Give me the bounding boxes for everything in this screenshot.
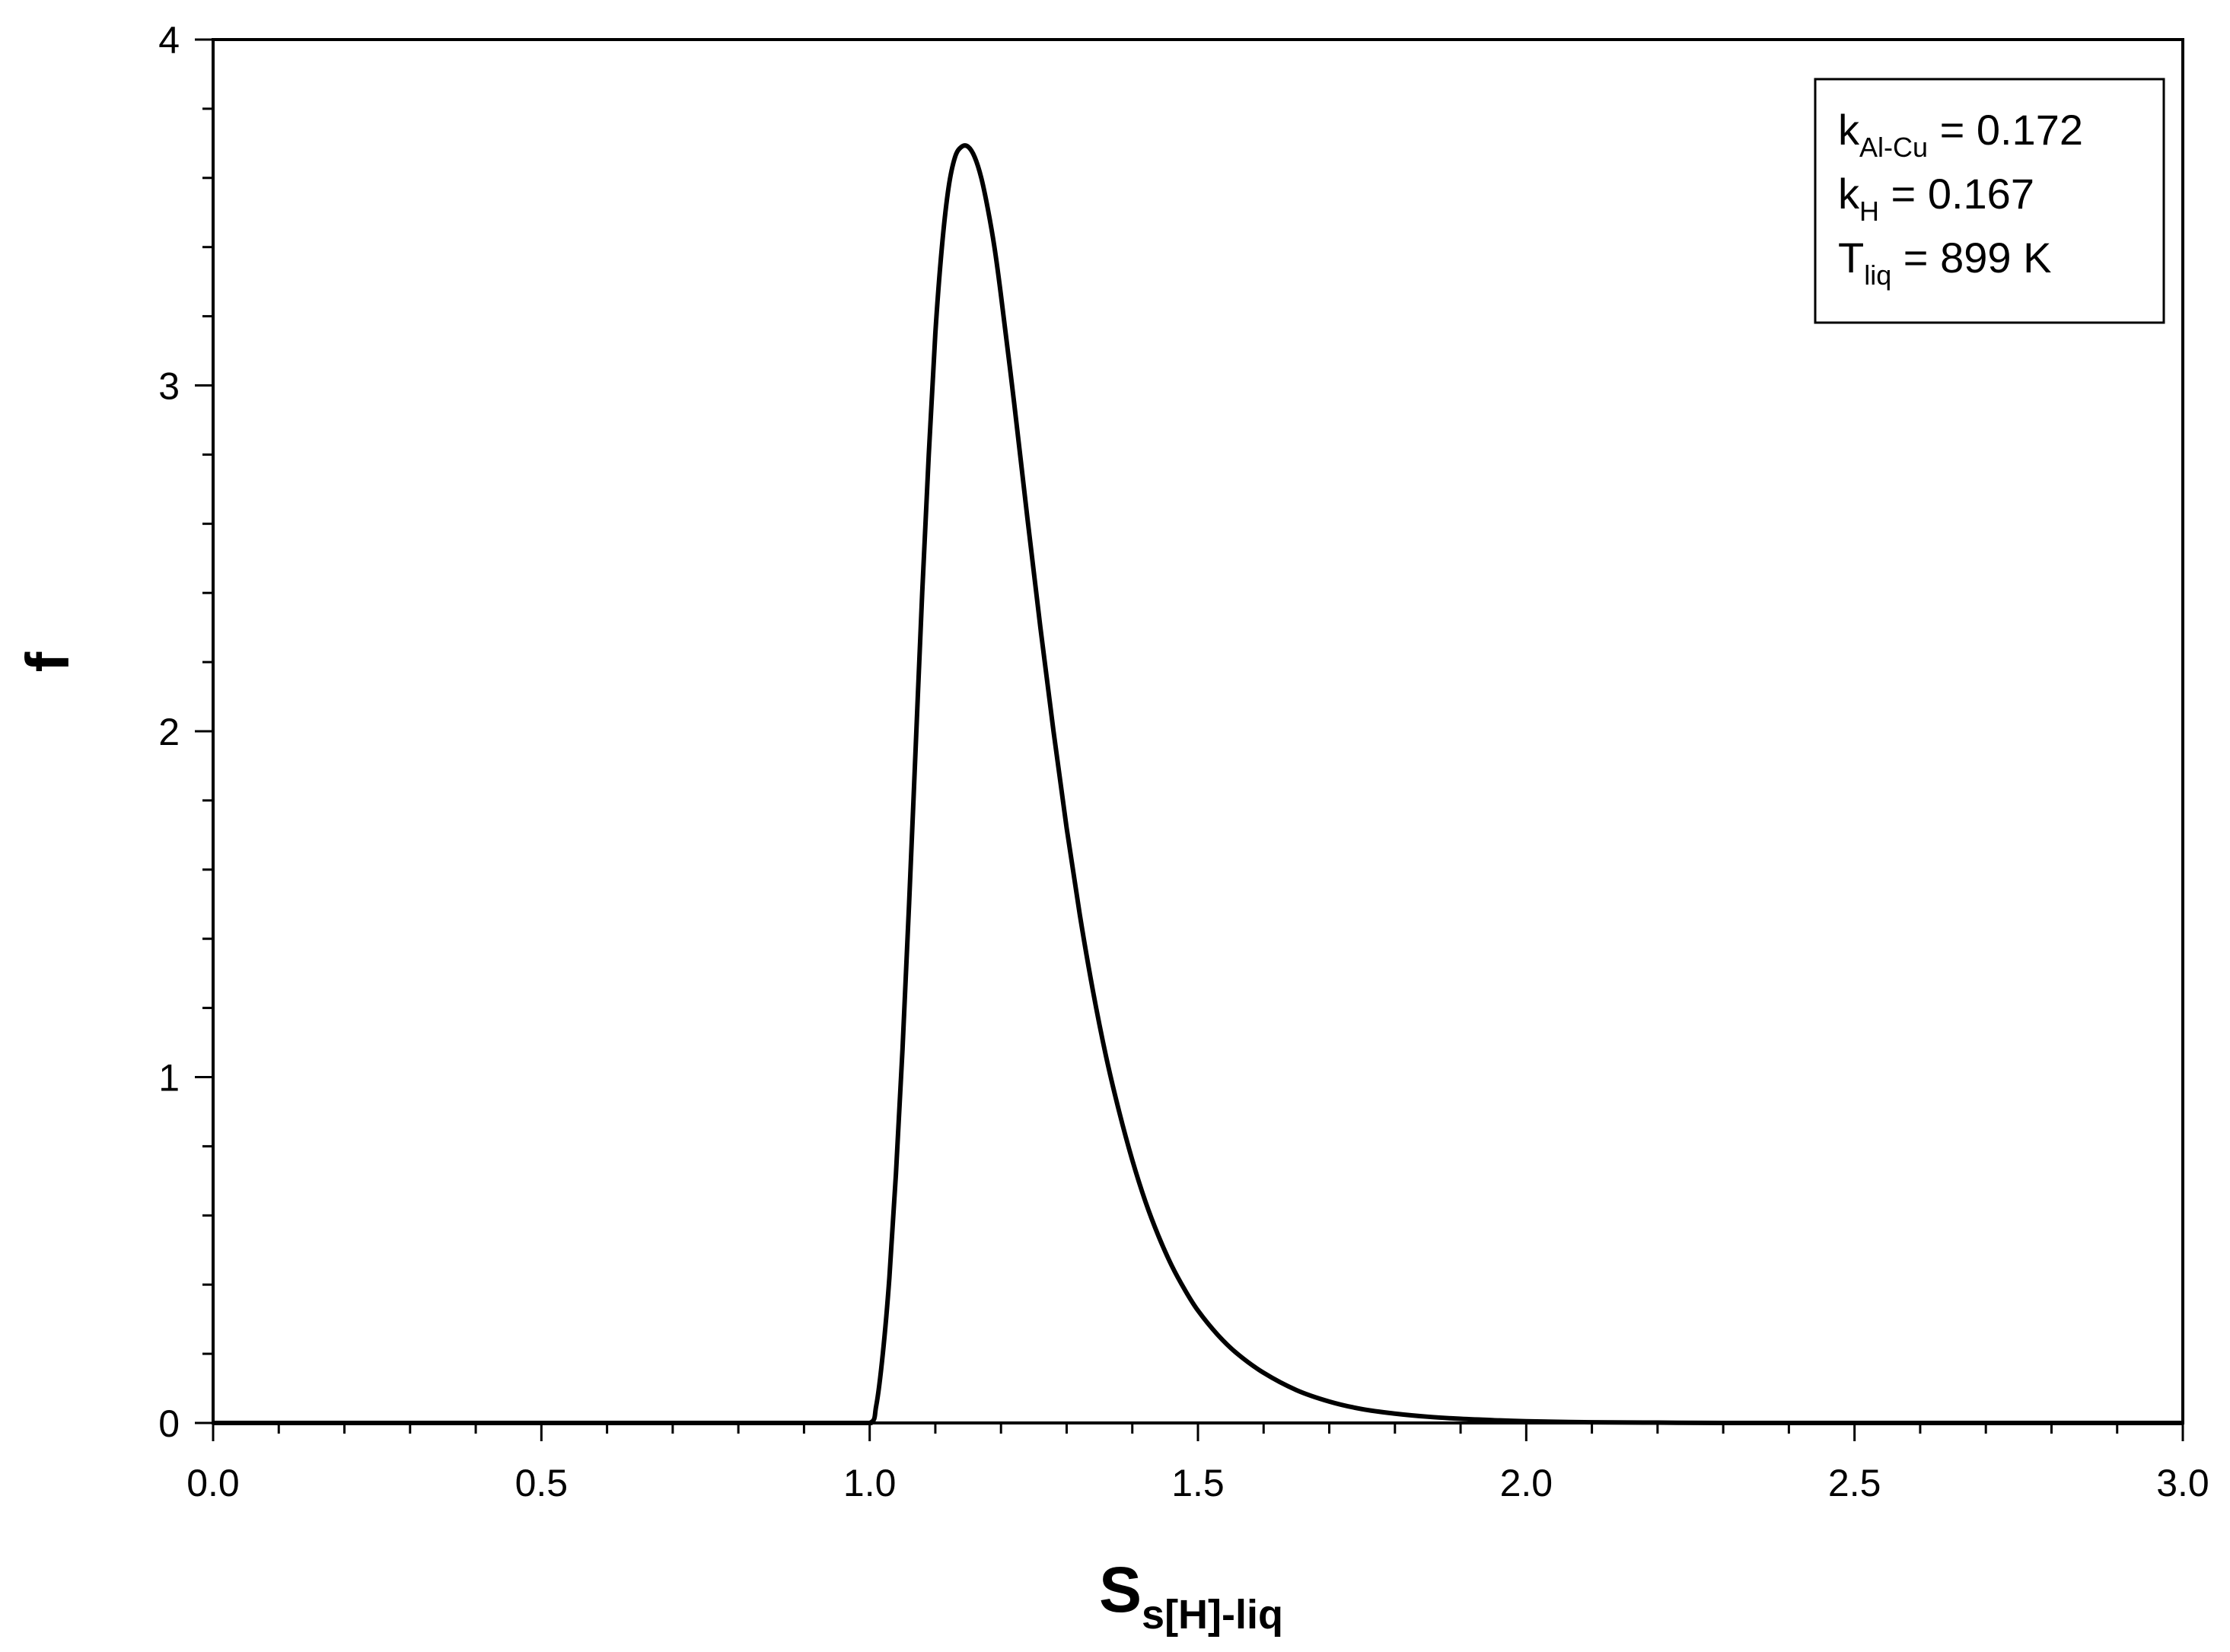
legend-border (1814, 78, 2165, 324)
x-tick-label: 1.5 (1171, 1462, 1225, 1504)
tick-labels: 0.0 0.5 1.0 1.5 2.0 2.5 3.0 0 1 2 3 4 (158, 19, 2209, 1504)
y-tick-label: 2 (158, 711, 180, 753)
x-tick-label: 2.5 (1828, 1462, 1881, 1504)
x-tick-label: 3.0 (2156, 1462, 2209, 1504)
legend-box: kAl-Cu = 0.172 kH = 0.167 Tliq = 899 K (1814, 78, 2165, 324)
y-tick-label: 1 (158, 1057, 180, 1100)
x-tick-label: 0.5 (515, 1462, 569, 1504)
legend-entry-t-liq: Tliq = 899 K (1838, 234, 2051, 291)
legend-entry-k-alcu: kAl-Cu = 0.172 (1838, 106, 2083, 163)
x-tick-label: 1.0 (843, 1462, 897, 1504)
y-axis-title: f (14, 651, 81, 672)
y-tick-label: 4 (158, 19, 180, 62)
legend-entry-k-h: kH = 0.167 (1838, 170, 2034, 227)
x-tick-label: 0.0 (186, 1462, 240, 1504)
y-tick-label: 3 (158, 365, 180, 408)
series-line-0 (213, 143, 2183, 1426)
x-tick-label: 2.0 (1500, 1462, 1553, 1504)
series-layer (213, 143, 2183, 1426)
y-tick-label: 0 (158, 1402, 180, 1445)
x-axis-title: Ss[H]-liq (1099, 1554, 1283, 1638)
